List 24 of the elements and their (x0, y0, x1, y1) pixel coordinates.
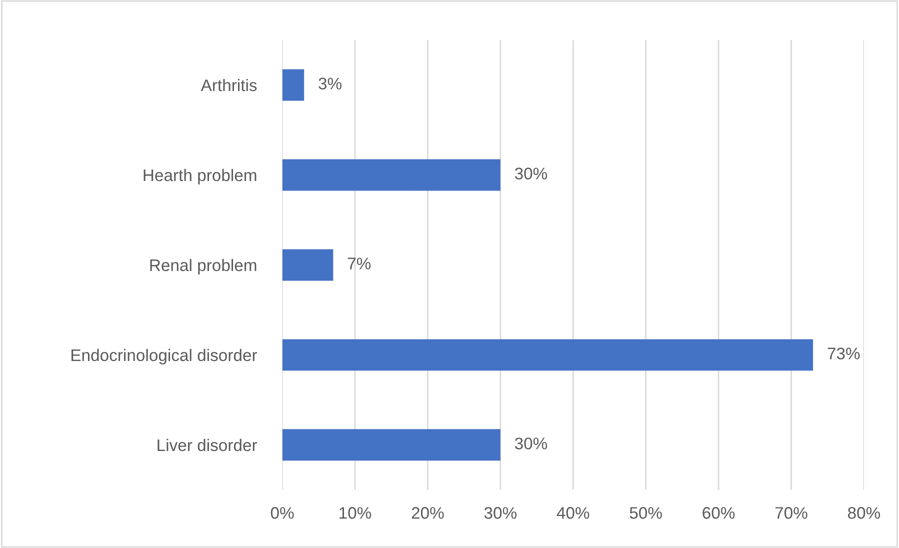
x-tick-label: 0% (270, 507, 294, 519)
y-tick-label: Hearth problem (144, 168, 256, 184)
x-tick-label: 50% (630, 507, 662, 519)
data-label: 7% (348, 258, 371, 270)
x-tick-label: 30% (484, 507, 516, 519)
bar (282, 429, 500, 461)
y-tick-label: Arthritis (200, 78, 257, 92)
y-tick-label: Renal problem (150, 258, 256, 274)
data-label: 3% (318, 78, 342, 90)
x-tick-label: 80% (848, 507, 880, 519)
bar (282, 69, 304, 101)
bar (282, 339, 814, 371)
data-label: 30% (514, 438, 548, 450)
y-tick-label: Liver disorder (158, 438, 258, 452)
data-label: 30% (514, 168, 548, 180)
y-tick-label: Endocrinological disorder (72, 348, 258, 364)
x-tick-label: 20% (412, 507, 444, 519)
x-tick-label: 10% (340, 507, 372, 519)
data-label: 73% (828, 348, 860, 360)
bar (282, 159, 500, 191)
bar (282, 249, 334, 281)
x-tick-label: 40% (556, 507, 590, 519)
x-tick-label: 70% (775, 507, 808, 519)
x-tick-label: 60% (702, 507, 735, 519)
